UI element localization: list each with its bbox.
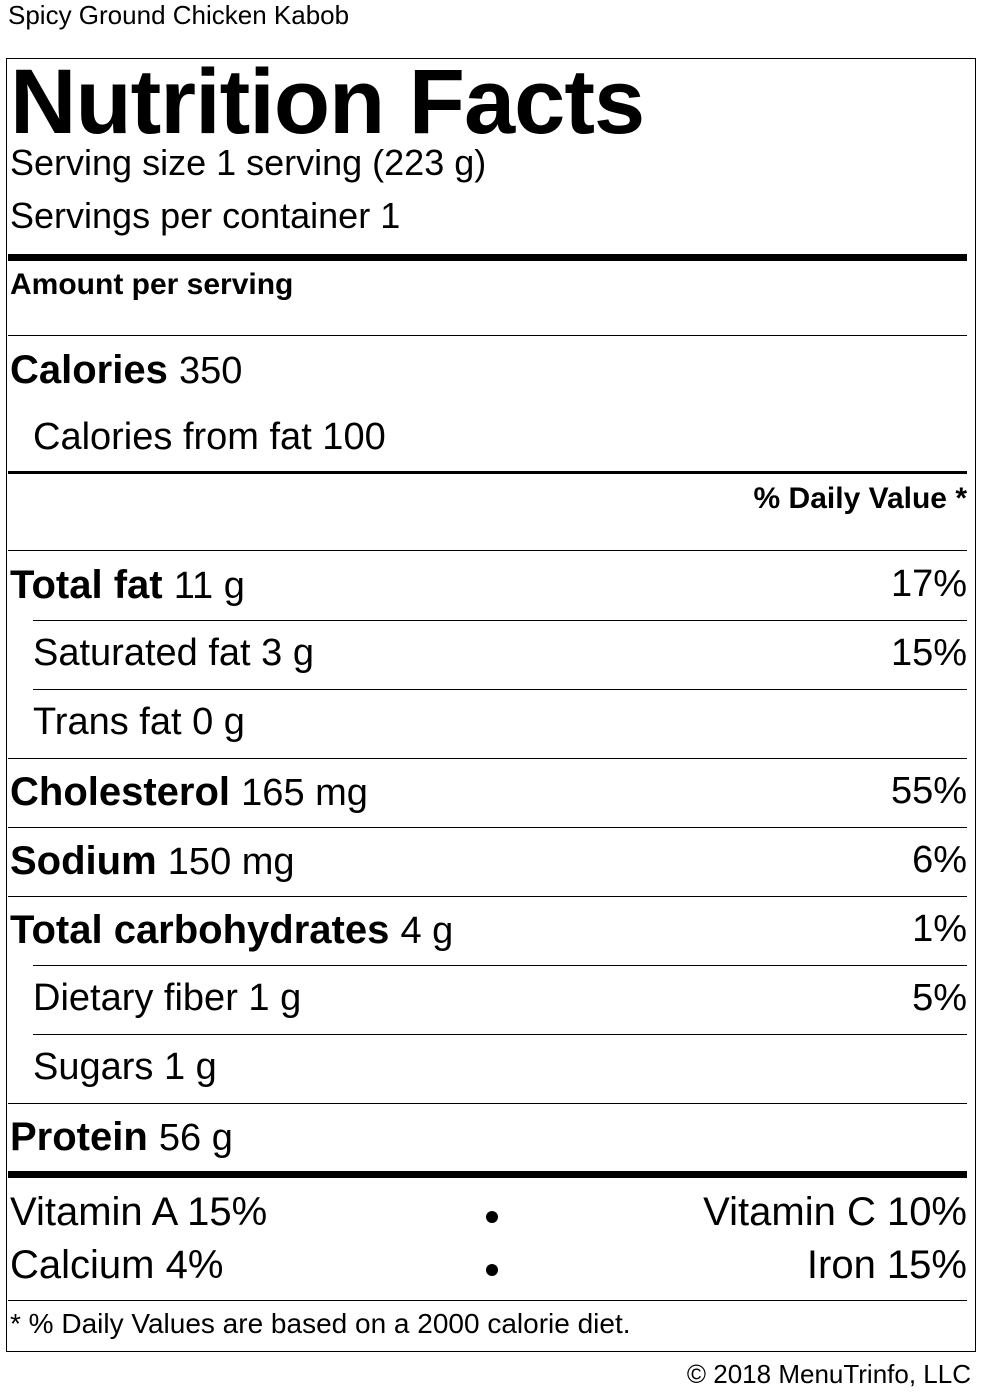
divider [8,896,967,897]
daily-value-header: % Daily Value * [753,482,967,515]
calories-value: 350 [178,350,243,392]
divider [33,620,967,621]
thick-divider [8,1171,967,1178]
divider [8,1103,967,1104]
nutrient-amount: 1 g [248,977,302,1019]
calories-from-fat: Calories from fat 100 [33,416,386,458]
nutrient-name: Total fat [10,563,163,607]
thick-divider [8,254,967,261]
nutrient-name: Cholesterol [10,770,231,814]
amount-per-serving: Amount per serving [10,268,294,301]
nutrient-row-total-carbohydrates: Total carbohydrates 4 g [10,910,453,950]
divider [33,689,967,690]
calories-label: Calories [10,348,168,392]
nutrient-row-total-fat: Total fat 11 g [10,565,245,605]
divider [8,1300,967,1301]
bullet-icon [486,1264,498,1276]
nutrient-amount: 3 g [261,632,314,674]
nutrient-dv: 1% [912,908,967,950]
servings-per-container: Servings per container 1 [10,195,401,236]
nutrient-row-protein: Protein 56 g [10,1117,233,1157]
nutrient-name: Sodium [10,839,157,883]
divider [33,1034,967,1035]
label-title: Nutrition Facts [10,51,645,153]
vitamin-a: Vitamin A 15% [10,1190,268,1234]
iron: Iron 15% [806,1243,967,1287]
calories-row: Calories 350 [10,350,242,390]
nutrition-label-panel [6,58,976,1352]
nutrient-dv: 5% [912,977,967,1019]
nutrient-name: Total carbohydrates [10,908,390,952]
nutrient-dv: 15% [890,632,967,674]
nutrient-row-saturated-fat: Saturated fat 3 g [33,634,314,672]
nutrient-name: Sugars [33,1046,154,1088]
divider [8,550,967,551]
nutrient-amount: 165 mg [241,772,368,814]
bullet-icon [486,1211,498,1223]
nutrient-dv: 55% [890,770,967,812]
nutrient-amount: 11 g [173,565,245,607]
vitamin-c: Vitamin C 10% [703,1190,967,1234]
divider [33,965,967,966]
nutrient-amount: 56 g [158,1117,233,1159]
nutrient-name: Saturated fat [33,632,251,674]
divider [8,758,967,759]
nutrient-row-cholesterol: Cholesterol 165 mg [10,772,368,812]
nutrient-row-sugars: Sugars 1 g [33,1048,217,1086]
divider [8,827,967,828]
nutrient-name: Dietary fiber [33,977,238,1019]
nutrient-name: Trans fat [33,701,182,743]
copyright: © 2018 MenuTrinfo, LLC [686,1359,971,1389]
nutrient-amount: 4 g [400,910,454,952]
nutrient-row-dietary-fiber: Dietary fiber 1 g [33,979,301,1017]
divider [8,335,967,336]
medium-divider [8,471,967,474]
nutrient-row-sodium: Sodium 150 mg [10,841,295,881]
calcium: Calcium 4% [10,1243,224,1287]
nutrient-dv: 17% [890,563,967,605]
nutrient-amount: 0 g [192,701,245,743]
nutrient-row-trans-fat: Trans fat 0 g [33,703,245,741]
nutrient-amount: 1 g [163,1046,217,1088]
nutrient-dv: 6% [912,839,967,881]
serving-size: Serving size 1 serving (223 g) [10,142,487,183]
footnote: * % Daily Values are based on a 2000 cal… [10,1308,631,1339]
dish-name: Spicy Ground Chicken Kabob [8,0,350,30]
nutrient-amount: 150 mg [167,841,295,883]
nutrient-name: Protein [10,1115,148,1159]
